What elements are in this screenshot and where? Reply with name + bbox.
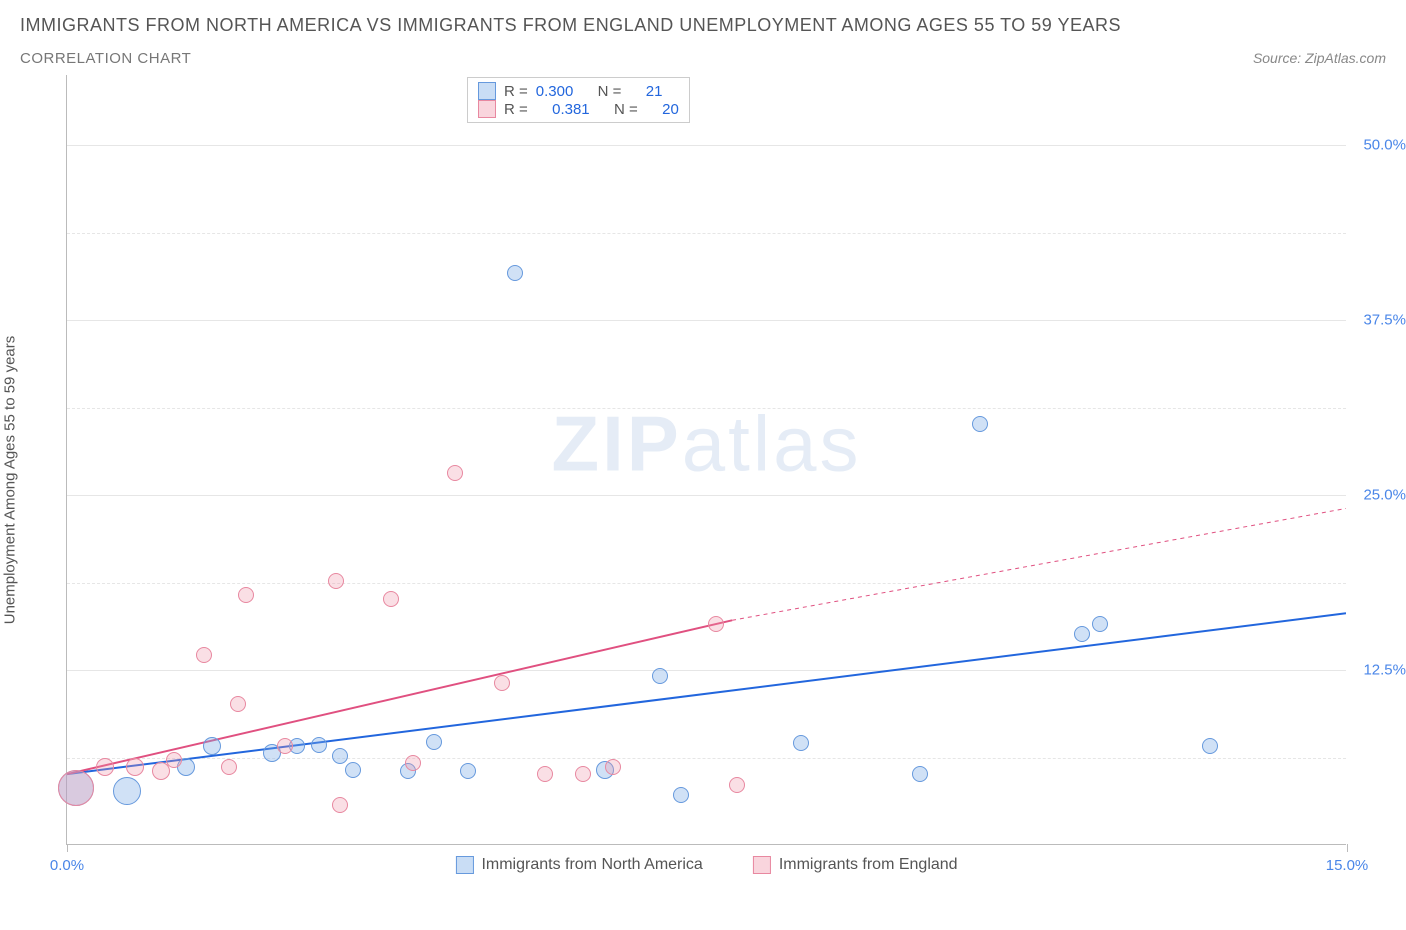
data-point <box>203 737 221 755</box>
data-point <box>426 734 442 750</box>
data-point <box>708 616 724 632</box>
legend-row-series-1: R = 0.381 N = 20 <box>478 100 679 118</box>
plot-area: ZIPatlas R = 0.300 N = 21 R = 0.381 N = … <box>66 75 1346 845</box>
data-point <box>311 737 327 753</box>
data-point <box>238 587 254 603</box>
legend-correlation: R = 0.300 N = 21 R = 0.381 N = 20 <box>467 77 690 123</box>
y-tick-label: 12.5% <box>1363 662 1406 679</box>
gridline-minor <box>67 408 1346 409</box>
data-point <box>96 758 114 776</box>
chart-title: IMMIGRANTS FROM NORTH AMERICA VS IMMIGRA… <box>20 15 1386 36</box>
data-point <box>652 668 668 684</box>
y-tick-label: 25.0% <box>1363 487 1406 504</box>
swatch-blue-icon <box>478 82 496 100</box>
data-point <box>345 762 361 778</box>
data-point <box>912 766 928 782</box>
legend-item-0: Immigrants from North America <box>455 856 702 874</box>
data-point <box>126 758 144 776</box>
data-point <box>113 777 141 805</box>
watermark-bold: ZIP <box>551 400 681 488</box>
gridline <box>67 495 1346 496</box>
data-point <box>230 696 246 712</box>
gridline-minor <box>67 233 1346 234</box>
data-point <box>166 752 182 768</box>
legend-row-series-0: R = 0.300 N = 21 <box>478 82 679 100</box>
source-attribution: Source: ZipAtlas.com <box>1253 50 1386 66</box>
y-tick-label: 37.5% <box>1363 312 1406 329</box>
data-point <box>332 797 348 813</box>
r-label: R = <box>504 83 528 100</box>
gridline-minor <box>67 583 1346 584</box>
data-point <box>575 766 591 782</box>
gridline <box>67 670 1346 671</box>
y-tick-label: 50.0% <box>1363 137 1406 154</box>
data-point <box>277 738 293 754</box>
r-label: R = <box>504 101 528 118</box>
r-value-1: 0.381 <box>552 101 590 118</box>
data-point <box>537 766 553 782</box>
legend-label-1: Immigrants from England <box>779 856 958 874</box>
watermark: ZIPatlas <box>551 399 861 490</box>
data-point <box>729 777 745 793</box>
n-value-0 <box>629 83 637 100</box>
data-point <box>793 735 809 751</box>
gridline <box>67 320 1346 321</box>
n-label: N = <box>598 83 622 100</box>
data-point <box>447 465 463 481</box>
chart-subtitle: CORRELATION CHART <box>20 50 191 67</box>
r-value-0: 0.300 <box>536 83 574 100</box>
gridline-minor <box>67 758 1346 759</box>
data-point <box>405 755 421 771</box>
data-point <box>1092 616 1108 632</box>
data-point <box>332 748 348 764</box>
legend-item-1: Immigrants from England <box>753 856 958 874</box>
x-tick <box>1347 844 1348 852</box>
legend-series: Immigrants from North America Immigrants… <box>455 856 957 874</box>
x-tick <box>67 844 68 852</box>
data-point <box>1074 626 1090 642</box>
x-tick-label: 15.0% <box>1326 857 1369 874</box>
data-point <box>605 759 621 775</box>
data-point <box>494 675 510 691</box>
gridline <box>67 145 1346 146</box>
n-value-1 <box>646 101 654 118</box>
subtitle-row: CORRELATION CHART Source: ZipAtlas.com <box>20 50 1386 67</box>
data-point <box>1202 738 1218 754</box>
data-point <box>328 573 344 589</box>
data-point <box>196 647 212 663</box>
swatch-pink-icon <box>753 856 771 874</box>
data-point <box>221 759 237 775</box>
watermark-light: atlas <box>682 400 862 488</box>
swatch-pink-icon <box>478 100 496 118</box>
data-point <box>972 416 988 432</box>
legend-label-0: Immigrants from North America <box>481 856 702 874</box>
data-point <box>383 591 399 607</box>
x-tick-label: 0.0% <box>50 857 84 874</box>
y-axis-label: Unemployment Among Ages 55 to 59 years <box>2 336 19 625</box>
swatch-blue-icon <box>455 856 473 874</box>
data-point <box>58 770 94 806</box>
trend-lines <box>67 75 1346 844</box>
data-point <box>673 787 689 803</box>
data-point <box>460 763 476 779</box>
chart-container: Unemployment Among Ages 55 to 59 years Z… <box>20 75 1386 885</box>
data-point <box>507 265 523 281</box>
n-label: N = <box>614 101 638 118</box>
